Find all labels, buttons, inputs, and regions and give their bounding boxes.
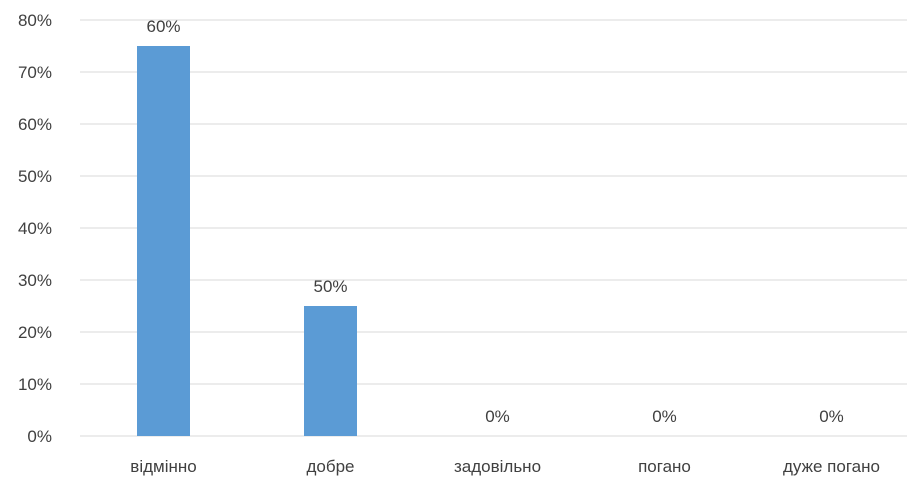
y-tick-label: 0% [27, 427, 52, 446]
data-label: 0% [819, 407, 844, 426]
gridlines [80, 19, 907, 437]
bars [137, 46, 357, 436]
bar [304, 306, 357, 436]
data-labels: 60% 50% 0% 0% 0% [146, 17, 843, 426]
x-category-label: відмінно [130, 457, 196, 476]
y-tick-label: 10% [18, 375, 52, 394]
y-tick-label: 20% [18, 323, 52, 342]
x-category-label: добре [306, 457, 354, 476]
data-label: 0% [652, 407, 677, 426]
data-label: 50% [313, 277, 347, 296]
y-axis-tick-labels: 0% 10% 20% 30% 40% 50% 60% 70% 80% [18, 11, 52, 446]
y-tick-label: 30% [18, 271, 52, 290]
x-category-label: задовільно [454, 457, 541, 476]
data-label: 0% [485, 407, 510, 426]
data-label: 60% [146, 17, 180, 36]
y-tick-label: 60% [18, 115, 52, 134]
x-axis-category-labels: відмінно добре задовільно погано дуже погано [130, 457, 880, 476]
y-tick-label: 40% [18, 219, 52, 238]
y-tick-label: 50% [18, 167, 52, 186]
x-category-label: дуже погано [783, 457, 880, 476]
y-tick-label: 70% [18, 63, 52, 82]
y-tick-label: 80% [18, 11, 52, 30]
x-category-label: погано [638, 457, 691, 476]
bar [137, 46, 190, 436]
